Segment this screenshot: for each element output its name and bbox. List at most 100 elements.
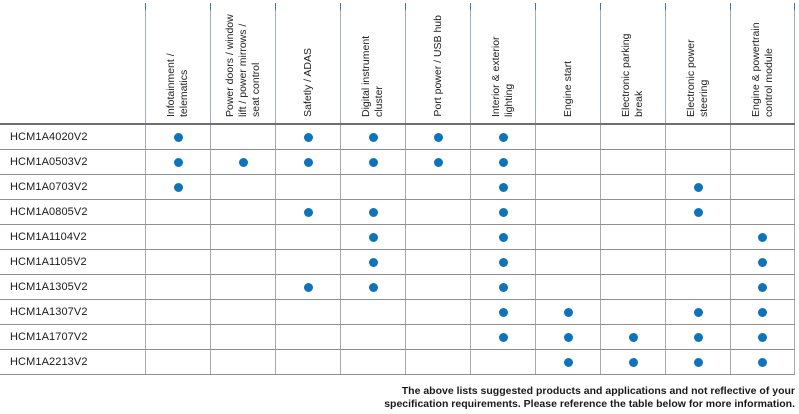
matrix-cell xyxy=(600,225,665,249)
matrix-cell xyxy=(600,275,665,299)
applicability-dot-icon xyxy=(368,257,378,267)
matrix-cell xyxy=(405,200,470,224)
applicability-dot-icon xyxy=(693,182,703,192)
matrix-cell xyxy=(340,300,405,324)
part-number-label: HCM1A0805V2 xyxy=(10,206,88,218)
column-header-4: Digital instrument cluster xyxy=(340,3,405,123)
applicability-dot-icon xyxy=(368,232,378,242)
matrix-cell xyxy=(145,150,210,174)
matrix-cell xyxy=(340,250,405,274)
matrix-cell xyxy=(470,325,535,349)
table-row: HCM1A0805V2 xyxy=(0,200,795,225)
table-row: HCM1A4020V2 xyxy=(0,125,795,150)
matrix-cell xyxy=(730,125,795,149)
matrix-cell xyxy=(275,250,340,274)
matrix-cell xyxy=(275,275,340,299)
footer-note-line1: The above lists suggested products and a… xyxy=(401,385,795,397)
matrix-cell xyxy=(665,200,730,224)
matrix-cell xyxy=(730,175,795,199)
applicability-dot-icon xyxy=(758,257,767,267)
matrix-cell xyxy=(145,325,210,349)
matrix-cell xyxy=(145,250,210,274)
column-header-label: Digital instrument cluster xyxy=(360,35,385,117)
column-header-6: Interior & exterior lighting xyxy=(470,3,535,123)
matrix-cell xyxy=(210,200,275,224)
table-row: HCM1A0503V2 xyxy=(0,150,795,175)
matrix-cell xyxy=(210,225,275,249)
applicability-dot-icon xyxy=(498,257,508,267)
matrix-cell xyxy=(665,225,730,249)
matrix-cell xyxy=(470,125,535,149)
matrix-cell xyxy=(340,175,405,199)
matrix-cell xyxy=(470,225,535,249)
matrix-cell xyxy=(535,200,600,224)
matrix-cell xyxy=(210,175,275,199)
column-header-7: Engine start xyxy=(535,3,600,123)
matrix-cell xyxy=(210,250,275,274)
matrix-cell xyxy=(145,200,210,224)
matrix-cell xyxy=(470,350,535,374)
applicability-dot-icon xyxy=(498,332,508,342)
matrix-cell xyxy=(145,125,210,149)
column-header-10: Engine & powertrain control module xyxy=(730,3,795,123)
matrix-cell xyxy=(145,175,210,199)
applicability-dot-icon xyxy=(303,207,313,217)
matrix-cell xyxy=(210,150,275,174)
applicability-dot-icon xyxy=(628,357,638,367)
column-header-label: Infotainment / telematics xyxy=(165,53,190,117)
table-row: HCM1A0703V2 xyxy=(0,175,795,200)
table-row: HCM1A1707V2 xyxy=(0,325,795,350)
matrix-cell xyxy=(600,125,665,149)
matrix-cell xyxy=(340,325,405,349)
matrix-cell xyxy=(470,250,535,274)
matrix-cell xyxy=(275,200,340,224)
column-header-label: Power doors / window lift / power mirrow… xyxy=(223,14,262,117)
table-row: HCM1A2213V2 xyxy=(0,350,795,375)
column-header-label: Safetly / ADAS xyxy=(301,48,314,117)
column-header-1: Infotainment / telematics xyxy=(145,3,210,123)
matrix-cell xyxy=(210,300,275,324)
applicability-dot-icon xyxy=(563,307,573,317)
matrix-cell xyxy=(600,250,665,274)
matrix-cell xyxy=(470,175,535,199)
matrix-cell xyxy=(470,200,535,224)
matrix-cell xyxy=(730,300,795,324)
matrix-cell xyxy=(145,350,210,374)
applicability-dot-icon xyxy=(693,332,703,342)
applicability-dot-icon xyxy=(563,332,573,342)
footer-note: The above lists suggested products and a… xyxy=(384,385,795,411)
applicability-dot-icon xyxy=(173,157,183,167)
matrix-cell xyxy=(535,325,600,349)
matrix-cell xyxy=(730,250,795,274)
matrix-cell xyxy=(210,125,275,149)
matrix-cell xyxy=(600,175,665,199)
matrix-cell xyxy=(405,150,470,174)
applicability-dot-icon xyxy=(693,207,703,217)
matrix-cell xyxy=(730,225,795,249)
part-number-label: HCM1A0503V2 xyxy=(10,156,88,168)
matrix-cell xyxy=(340,150,405,174)
table-row: HCM1A1105V2 xyxy=(0,250,795,275)
matrix-cell xyxy=(405,325,470,349)
matrix-cell xyxy=(535,250,600,274)
footer-note-line2: specification requirements. Please refer… xyxy=(384,398,795,410)
matrix-cell xyxy=(730,325,795,349)
matrix-body: HCM1A4020V2 HCM1A0503V2 HCM1A0703V2 HCM1A08… xyxy=(0,125,795,375)
matrix-cell xyxy=(210,325,275,349)
matrix-cell xyxy=(535,175,600,199)
matrix-cell xyxy=(340,125,405,149)
matrix-cell xyxy=(340,350,405,374)
matrix-cell xyxy=(730,275,795,299)
column-header-5: Port power / USB hub xyxy=(405,3,470,123)
matrix-cell xyxy=(665,275,730,299)
matrix-cell xyxy=(730,150,795,174)
applicability-dot-icon xyxy=(758,307,767,317)
matrix-cell xyxy=(665,300,730,324)
applicability-dot-icon xyxy=(758,332,767,342)
part-number-label: HCM1A1307V2 xyxy=(10,306,88,318)
applicability-dot-icon xyxy=(433,132,443,142)
table-row: HCM1A1307V2 xyxy=(0,300,795,325)
matrix-cell xyxy=(470,150,535,174)
column-header-label: Port power / USB hub xyxy=(431,15,444,117)
